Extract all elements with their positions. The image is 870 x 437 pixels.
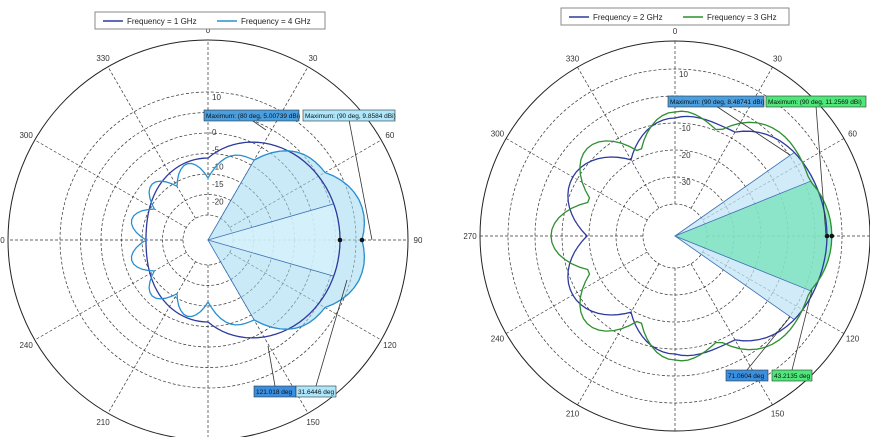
max-marker	[359, 237, 365, 243]
angle-tick-label: 30	[773, 54, 782, 63]
legend-entry: Frequency = 4 GHz	[241, 17, 311, 26]
angle-tick-label: 120	[383, 341, 397, 350]
series-line-2	[130, 150, 366, 330]
angle-tick-label: 210	[96, 418, 110, 427]
legend: Frequency = 2 GHz Frequency = 3 GHz	[560, 7, 790, 26]
annotation-box	[203, 109, 300, 122]
series-line-1	[145, 141, 341, 339]
annotation-leader	[251, 119, 267, 131]
angle-tick-label: 0	[206, 26, 211, 35]
angle-tick-label: 300	[19, 131, 33, 140]
outer-circle	[7, 39, 409, 437]
legend-entry: Frequency = 2 GHz	[593, 13, 663, 22]
grid-spoke	[34, 139, 187, 228]
annotation-box	[295, 385, 337, 398]
legend-entry: Frequency = 1 GHz	[127, 17, 197, 26]
max-marker	[829, 233, 835, 239]
annotation-label: 31.6446 deg	[298, 389, 335, 396]
radial-tick-label: -10	[212, 163, 224, 172]
annotation-box	[302, 109, 396, 122]
grid-spoke	[577, 66, 660, 209]
grid-spoke	[107, 261, 196, 414]
angle-tick-label: 330	[96, 54, 110, 63]
annotation-label: Maximum: (90 deg, 8.48741 dBi)	[670, 99, 764, 106]
legend-box	[560, 7, 790, 26]
legend-entry: Frequency = 3 GHz	[707, 13, 777, 22]
annotation-label: 71.0604 deg	[728, 373, 765, 380]
series-line-2	[550, 110, 833, 362]
annotation-label: Maximum: (90 deg, 9.8584 dBi)	[305, 113, 396, 120]
radial-tick-label: -20	[212, 198, 224, 207]
angle-tick-label: 60	[848, 130, 857, 139]
angle-tick-label: 60	[385, 131, 394, 140]
annotation-leader	[315, 279, 348, 387]
grid-spoke	[577, 263, 660, 406]
grid-spoke	[505, 138, 648, 221]
annotation-label: Maximum: (80 deg, 5.00739 dBi)	[206, 113, 300, 120]
angle-tick-label: 270	[463, 232, 477, 241]
annotation-box	[765, 95, 867, 108]
angle-tick-label: 120	[846, 335, 860, 344]
annotation-box	[667, 95, 765, 108]
grid-spoke	[505, 251, 648, 334]
radial-tick-label: -30	[679, 178, 691, 187]
radial-tick-label: 10	[212, 93, 221, 102]
polar-chart-2: 0306090120150180210240270300330100-10-20…	[463, 7, 870, 432]
grid-spoke	[690, 263, 773, 406]
annotation-box	[771, 369, 813, 382]
angle-tick-label: 150	[771, 410, 785, 419]
polar-chart-1: 03060901201501802102402703003301050-5-10…	[0, 11, 423, 437]
angle-tick-label: 330	[566, 54, 580, 63]
radial-tick-label: -15	[212, 180, 224, 189]
angle-tick-label: 300	[491, 130, 505, 139]
annotation-label: 121.018 deg	[256, 389, 293, 396]
annotation-leader	[267, 345, 276, 387]
grid-spoke	[690, 66, 773, 209]
annotation-box	[725, 369, 769, 382]
angle-tick-label: 0	[673, 27, 678, 36]
annotation-label: Maximum: (90 deg, 11.2569 dBi)	[768, 99, 862, 106]
grid-spoke	[107, 66, 196, 219]
radial-tick-label: 10	[679, 70, 688, 79]
annotation-leader	[791, 289, 813, 371]
angle-tick-label: 30	[309, 54, 318, 63]
radial-tick-label: -10	[679, 124, 691, 133]
angle-tick-label: 150	[306, 418, 320, 427]
angle-tick-label: 90	[414, 236, 423, 245]
radial-tick-label: 0	[212, 128, 217, 137]
legend: Frequency = 1 GHz Frequency = 4 GHz	[94, 11, 326, 30]
angle-tick-label: 240	[491, 335, 505, 344]
angle-tick-label: 210	[566, 410, 580, 419]
radial-tick-label: -20	[679, 151, 691, 160]
annotation-leader	[348, 119, 373, 241]
annotation-leader	[746, 316, 791, 371]
angle-tick-label: 240	[19, 341, 33, 350]
grid-spoke	[34, 252, 187, 341]
annotation-leader	[715, 105, 791, 156]
legend-box	[94, 11, 326, 30]
angle-tick-label: 270	[0, 236, 5, 245]
radial-tick-label: -5	[212, 145, 220, 154]
annotation-leader	[815, 105, 827, 237]
max-marker	[337, 237, 343, 243]
max-marker	[824, 233, 830, 239]
annotation-label: 43.2135 deg	[774, 373, 811, 380]
